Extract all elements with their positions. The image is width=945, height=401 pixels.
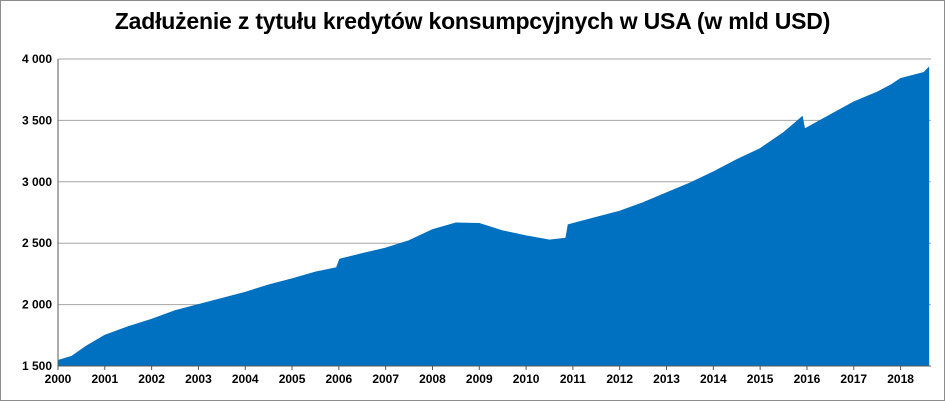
series-area: [57, 66, 930, 367]
x-tick-label: 2007: [372, 372, 399, 386]
x-tick-label: 2005: [279, 372, 306, 386]
y-tick-label: 4 000: [22, 52, 52, 66]
x-tick-label: 2000: [45, 372, 72, 386]
x-tick-label: 2017: [840, 372, 867, 386]
x-tick-labels: 2000 2001 2002 2003 2004 2005 2006 2007 2008 2009…: [45, 372, 915, 386]
x-tick-label: 2002: [138, 372, 165, 386]
y-tick-label: 1 500: [22, 359, 52, 373]
x-tick-label: 2003: [185, 372, 212, 386]
x-tick-label: 2008: [419, 372, 446, 386]
x-tick-label: 2001: [91, 372, 118, 386]
x-tick-label: 2012: [606, 372, 633, 386]
x-tick-label: 2004: [232, 372, 259, 386]
x-tick-label: 2011: [560, 372, 586, 386]
x-tick-label: 2013: [653, 372, 680, 386]
y-tick-label: 3 500: [22, 113, 52, 127]
y-tick-label: 2 500: [22, 236, 52, 250]
y-tick-label: 2 000: [22, 298, 52, 312]
x-tick-label: 2018: [887, 372, 914, 386]
axes: [57, 59, 931, 370]
y-tick-label: 3 000: [22, 175, 52, 189]
x-tick-label: 2014: [700, 372, 727, 386]
x-tick-label: 2009: [466, 372, 493, 386]
chart-title: Zadłużenie z tytułu kredytów konsumpcyjn…: [114, 8, 831, 34]
y-tick-labels: 1 500 2 000 2 500 3 000 3 500 4 000: [22, 52, 52, 373]
x-tick-label: 2010: [513, 372, 540, 386]
data-area: [57, 66, 930, 367]
x-tick-label: 2016: [794, 372, 821, 386]
x-tick-label: 2015: [747, 372, 774, 386]
x-tick-label: 2006: [326, 372, 353, 386]
